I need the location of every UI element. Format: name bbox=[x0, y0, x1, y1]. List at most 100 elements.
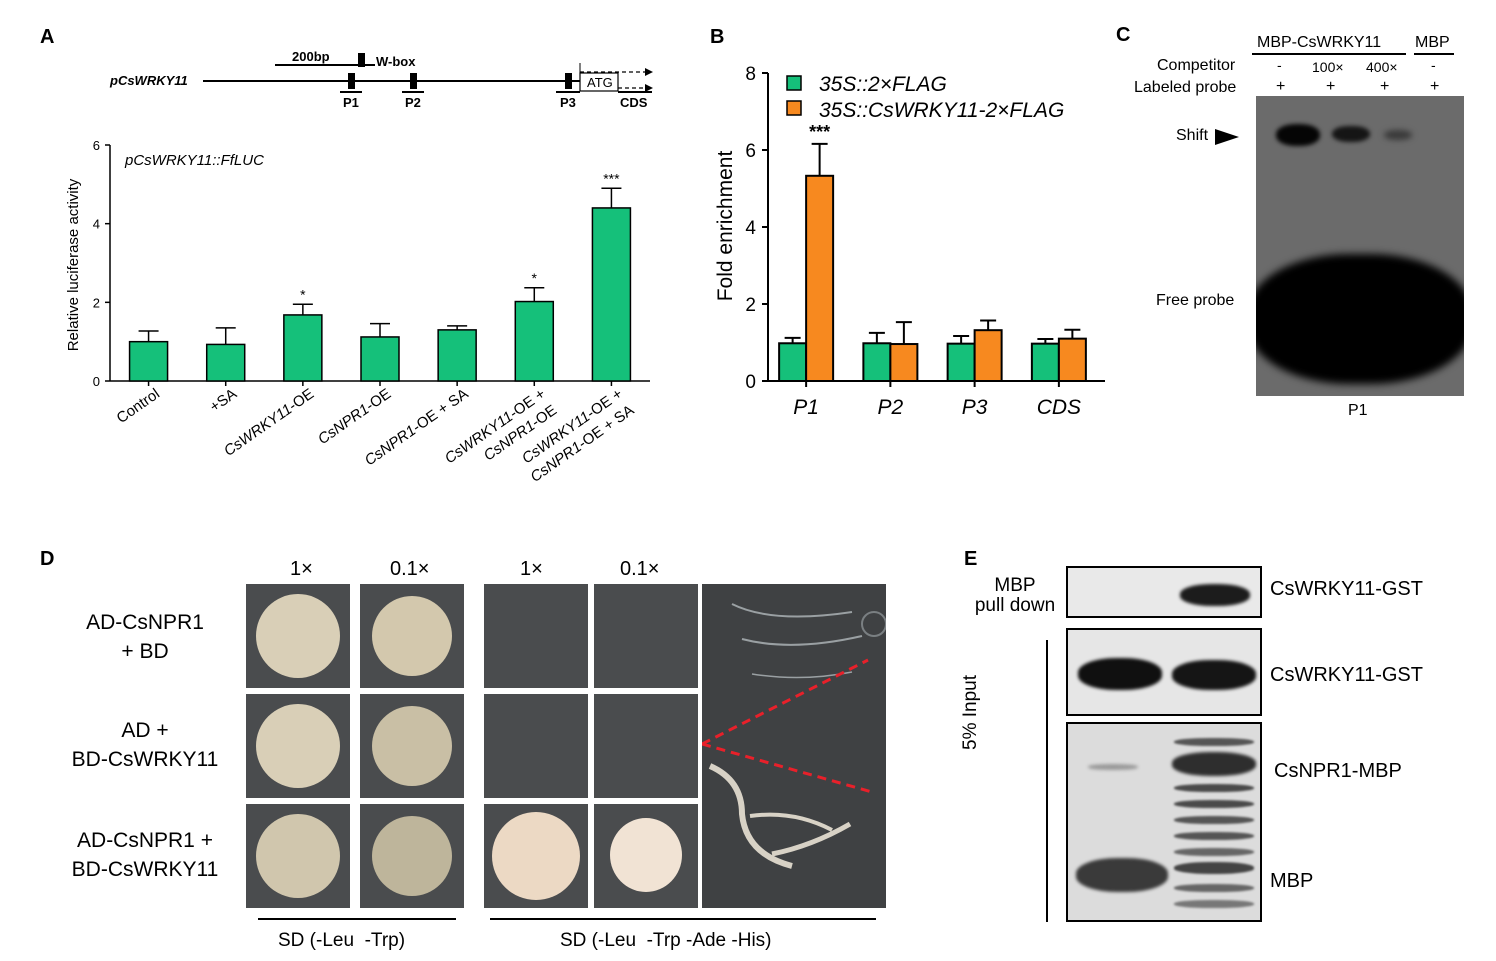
chip-y-tick: 6 bbox=[745, 141, 756, 162]
luciferase-x-tick-label: CsNPR1-OE bbox=[315, 385, 394, 448]
luciferase-bar bbox=[514, 300, 555, 382]
luciferase-chart-bars: ***** bbox=[128, 170, 632, 382]
chip-bar-1 bbox=[1030, 342, 1060, 382]
competitor-lane-2: 100× bbox=[1312, 59, 1344, 75]
y2h-plate-r2c3 bbox=[484, 694, 588, 798]
atg-label: ATG bbox=[587, 75, 613, 90]
luciferase-x-tick-label: +SA bbox=[207, 385, 240, 415]
chip-chart-bars: *** bbox=[778, 122, 1087, 383]
luciferase-significance: * bbox=[532, 270, 538, 286]
y2h-plate-r1c3 bbox=[484, 584, 588, 688]
luciferase-bar bbox=[437, 329, 477, 382]
y2h-row-3-label: AD-CsNPR1 + BD-CsWRKY11 bbox=[71, 829, 219, 881]
y2h-plate-r3c3 bbox=[484, 804, 588, 908]
shift-band-lane-1 bbox=[1276, 124, 1320, 146]
chip-bar-1 bbox=[946, 342, 976, 382]
y2h-plate-r2c2 bbox=[360, 694, 464, 798]
probe-lane-4: + bbox=[1430, 78, 1440, 95]
chip-bar-2 bbox=[1057, 337, 1087, 382]
probe-lane-2: + bbox=[1326, 78, 1336, 95]
band-label-3: CsNPR1-MBP bbox=[1274, 760, 1402, 782]
luciferase-significance: *** bbox=[603, 170, 620, 186]
chip-y-tick: 8 bbox=[745, 64, 756, 85]
chip-x-tick-label: P3 bbox=[962, 396, 988, 419]
luciferase-significance: * bbox=[300, 286, 306, 302]
probe-label: Labeled probe bbox=[1134, 79, 1237, 96]
legend-series-2: 35S::CsWRKY11-2×FLAG bbox=[819, 99, 1064, 122]
svg-text:Control: Control bbox=[114, 385, 163, 427]
y2h-plate-r3c4 bbox=[594, 804, 698, 908]
luciferase-y-tick: 2 bbox=[93, 295, 100, 310]
y2h-plate-r3c2 bbox=[360, 804, 464, 908]
dilution-label-4: 0.1× bbox=[620, 558, 660, 580]
dilution-label-1: 1× bbox=[290, 558, 313, 580]
emsa-header2-underline bbox=[1414, 53, 1454, 55]
pulldown-label: MBP pull down bbox=[974, 575, 1056, 616]
emsa-bottom-label: P1 bbox=[1348, 402, 1368, 419]
shift-band-lane-2 bbox=[1332, 126, 1370, 142]
chip-x-tick-label: P1 bbox=[793, 396, 819, 419]
competitor-lane-1: - bbox=[1277, 57, 1282, 73]
chip-y-tick: 4 bbox=[745, 218, 756, 239]
luciferase-y-tick: 0 bbox=[93, 374, 100, 389]
panel-label-c: C bbox=[1116, 24, 1131, 46]
emsa-header-underline bbox=[1252, 53, 1406, 55]
y2h-plate-r2c4 bbox=[594, 694, 698, 798]
panel-label-b: B bbox=[710, 26, 725, 48]
shift-label: Shift bbox=[1176, 127, 1209, 144]
chip-bar-1 bbox=[778, 342, 808, 382]
luciferase-bar bbox=[283, 314, 323, 382]
chip-bar-2 bbox=[805, 174, 835, 382]
probe-lane-1: + bbox=[1276, 78, 1286, 95]
svg-text:CsNPR1-OE: CsNPR1-OE bbox=[315, 385, 394, 448]
panel-label-a: A bbox=[40, 26, 55, 48]
luciferase-bar bbox=[360, 336, 400, 382]
dilution-label-2: 0.1× bbox=[390, 558, 430, 580]
cds-label: CDS bbox=[620, 95, 648, 110]
emsa-header: MBP-CsWRKY11 bbox=[1257, 34, 1382, 51]
y2h-plate-r2c1 bbox=[246, 694, 350, 798]
pulldown-blot bbox=[1066, 566, 1262, 618]
y2h-plate-r1c1 bbox=[246, 584, 350, 688]
y2h-plate-r3c1 bbox=[246, 804, 350, 908]
promoter-diagram: 200bp W-box pCsWRKY11 ATG P1 P2 P3 CDS bbox=[109, 49, 653, 110]
emsa-header-mbp: MBP bbox=[1415, 34, 1450, 51]
y2h-plate-r1c2 bbox=[360, 584, 464, 688]
competitor-lane-4: - bbox=[1431, 57, 1436, 73]
chip-bar-2 bbox=[889, 343, 919, 383]
shift-band-lane-3 bbox=[1384, 130, 1412, 140]
chip-chart-axes: 0 2 4 6 8 P1 P2 P3 CDS bbox=[745, 64, 1105, 419]
panel-label-d: D bbox=[40, 548, 55, 570]
probe-lane-3: + bbox=[1380, 78, 1390, 95]
competitor-label: Competitor bbox=[1157, 57, 1236, 74]
media2-label: SD (-Leu -Trp -Ade -His) bbox=[560, 930, 772, 951]
media1-label: SD (-Leu -Trp) bbox=[278, 930, 406, 951]
band-label-2: CsWRKY11-GST bbox=[1270, 664, 1423, 686]
free-probe-band bbox=[1256, 254, 1464, 384]
promoter-name: pCsWRKY11 bbox=[109, 73, 188, 88]
luciferase-y-tick: 6 bbox=[93, 138, 100, 153]
media1-underline bbox=[258, 918, 456, 920]
chip-bar-1 bbox=[862, 342, 892, 382]
y2h-plate-r1c4 bbox=[594, 584, 698, 688]
media2-underline bbox=[490, 918, 876, 920]
y2h-row-1-label: AD-CsNPR1 + BD bbox=[86, 611, 204, 663]
dilution-label-3: 1× bbox=[520, 558, 543, 580]
input-bracket bbox=[1046, 640, 1048, 922]
chip-y-tick: 0 bbox=[745, 372, 756, 393]
chip-chart: 0 2 4 6 8P1 P2 P3 CDS *** 35S::2×FLAG 35S::CsWR… bbox=[714, 64, 1105, 419]
chip-significance: *** bbox=[809, 122, 830, 142]
luciferase-y-label: Relative luciferase activity bbox=[65, 178, 82, 351]
luciferase-chart-title: pCsWRKY11::FfLUC bbox=[124, 152, 264, 169]
chip-y-tick: 2 bbox=[745, 295, 756, 316]
probe-p3-label: P3 bbox=[560, 95, 576, 110]
input-mbp-blot bbox=[1066, 722, 1262, 922]
free-probe-label: Free probe bbox=[1156, 292, 1235, 309]
chip-bar-2 bbox=[973, 329, 1003, 382]
y2h-streak-plate bbox=[702, 584, 886, 908]
luciferase-bar bbox=[128, 340, 169, 382]
legend-swatch-green bbox=[786, 75, 802, 91]
band-label-4: MBP bbox=[1270, 870, 1314, 892]
luciferase-x-tick-label: Control bbox=[114, 385, 163, 427]
